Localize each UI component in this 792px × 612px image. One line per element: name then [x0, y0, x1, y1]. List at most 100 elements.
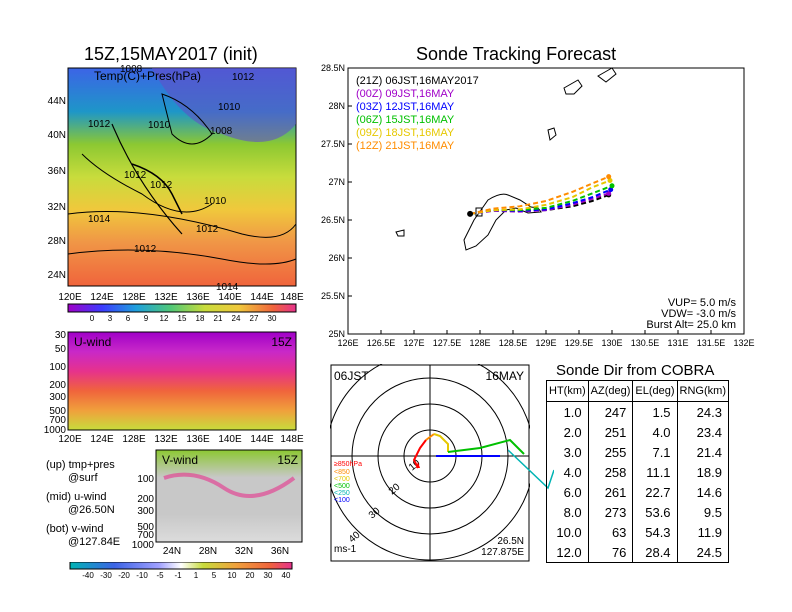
x-tick-label: 126E — [337, 338, 358, 348]
y-tick-label: 28.5N — [321, 63, 345, 73]
svg-text:1014: 1014 — [216, 282, 239, 293]
table-row: 10.0 63 54.3 11.9 — [546, 522, 729, 542]
svg-text:32N: 32N — [48, 202, 66, 213]
track-end-point — [606, 190, 612, 196]
uwind-time: 15Z — [271, 335, 292, 349]
polar-lat: 26.5N — [497, 536, 524, 547]
x-tick-label: 128.5E — [499, 338, 528, 348]
svg-text:136E: 136E — [186, 292, 210, 303]
svg-text:≥850hPa: ≥850hPa — [334, 461, 362, 468]
svg-text:100: 100 — [49, 362, 66, 373]
svg-text:20: 20 — [246, 571, 255, 580]
hodograph — [412, 433, 525, 469]
svg-text:32N: 32N — [235, 546, 253, 557]
svg-text:<100: <100 — [334, 497, 350, 504]
track-end-point — [609, 183, 615, 189]
svg-text:40N: 40N — [48, 130, 66, 141]
header-rng: RNG(km) — [677, 380, 729, 402]
svg-text:500: 500 — [137, 522, 154, 533]
svg-text:1010: 1010 — [218, 102, 241, 113]
track-end-point — [607, 177, 613, 183]
map-lat-ticks: 44N 40N 36N 32N 28N 24N — [48, 96, 66, 281]
svg-text:200: 200 — [49, 380, 66, 391]
temp-colorbar-labels: 0 3 6 9 12 15 18 21 24 27 30 — [90, 314, 277, 322]
table-row: 1.0 247 1.5 24.3 — [546, 401, 729, 422]
svg-text:24N: 24N — [163, 546, 181, 557]
legend-entry-03z: (03Z) 12JST,16MAY — [356, 101, 455, 113]
svg-text:148E: 148E — [280, 434, 304, 445]
svg-text:30: 30 — [268, 314, 277, 322]
svg-text:132E: 132E — [154, 292, 178, 303]
tracking-chart: 126E 126.5E 127E 127.5E 128E 128.5E 129E 129.5E… — [321, 63, 755, 348]
svg-text:21: 21 — [214, 314, 223, 322]
svg-text:1008: 1008 — [120, 64, 143, 75]
svg-text:124E: 124E — [90, 292, 114, 303]
tracking-plot-frame — [347, 67, 745, 335]
table-row: 8.0 273 53.6 9.5 — [546, 502, 729, 522]
svg-text:24: 24 — [232, 314, 241, 322]
svg-text:300: 300 — [49, 392, 66, 403]
y-tick-label: 26.5N — [321, 215, 345, 225]
level-legend: ≥850hPa <850 <700 <500 <250 <100 — [334, 461, 362, 504]
vwind-time: 15Z — [277, 453, 298, 467]
table-row: 6.0 261 22.7 14.6 — [546, 482, 729, 502]
svg-text:140E: 140E — [218, 292, 242, 303]
svg-text:144E: 144E — [250, 434, 274, 445]
map-label: Temp(C)+Pres(hPa) — [94, 69, 201, 83]
y-tick-label: 25N — [328, 329, 345, 339]
panel-legend: (up) tmp+pres @surf (mid) u-wind @26.50N… — [46, 459, 121, 548]
y-tick-label: 27N — [328, 177, 345, 187]
track-end-point — [608, 187, 614, 193]
sonde-dir-title: Sonde Dir from COBRA — [556, 362, 715, 379]
x-tick-label: 127.5E — [433, 338, 462, 348]
svg-text:5: 5 — [212, 571, 217, 580]
svg-text:144E: 144E — [250, 292, 274, 303]
svg-text:300: 300 — [137, 506, 154, 517]
burst-note: Burst Alt= 25.0 km — [646, 319, 736, 331]
start-marker — [416, 462, 420, 468]
svg-text:-40: -40 — [82, 571, 94, 580]
legend-entry-06z: (06Z) 15JST,16MAY — [356, 114, 455, 126]
svg-text:700: 700 — [49, 415, 66, 426]
x-tick-label: 129E — [535, 338, 556, 348]
svg-text:1012: 1012 — [134, 244, 157, 255]
svg-text:132E: 132E — [154, 434, 178, 445]
surface-map: Temp(C)+Pres(hPa) 44N 40N 36N 32N 28N 24… — [48, 64, 304, 322]
svg-text:36N: 36N — [271, 546, 289, 557]
y-tick-label: 25.5N — [321, 291, 345, 301]
table-header: HT(km) AZ(deg) EL(deg) RNG(km) — [546, 380, 729, 402]
track-series-line — [469, 179, 611, 215]
track-end-point — [606, 174, 612, 180]
x-tick-label: 129.5E — [565, 338, 594, 348]
svg-text:30: 30 — [55, 330, 67, 341]
tracking-notes: VUP= 5.0 m/s VDW= -3.0 m/s Burst Alt= 25… — [646, 297, 736, 331]
svg-text:24N: 24N — [48, 270, 66, 281]
x-tick-label: 128E — [469, 338, 490, 348]
table-row: 3.0 255 7.1 21.4 — [546, 442, 729, 462]
tracking-legend: (21Z) 06JST,16MAY2017 (00Z) 09JST,16MAY … — [356, 75, 479, 152]
polar-time: 06JST — [334, 369, 369, 383]
svg-text:28N: 28N — [48, 236, 66, 247]
svg-text:-5: -5 — [156, 571, 164, 580]
polar-unit: ms-1 — [334, 544, 357, 555]
svg-text:50: 50 — [55, 344, 67, 355]
svg-text:500: 500 — [49, 406, 66, 417]
legend-entry-12z: (12Z) 21JST,16MAY — [356, 140, 455, 152]
svg-text:128E: 128E — [122, 292, 146, 303]
legend-entry-09z: (09Z) 18JST,16MAY — [356, 127, 455, 139]
y-tick-label: 27.5N — [321, 139, 345, 149]
tracking-title: Sonde Tracking Forecast — [416, 44, 617, 64]
svg-text:-1: -1 — [174, 571, 182, 580]
svg-text:12: 12 — [160, 314, 169, 322]
svg-text:28N: 28N — [199, 546, 217, 557]
header-az: AZ(deg) — [588, 380, 634, 402]
svg-text:148E: 148E — [280, 292, 304, 303]
pressure-labels: 1008 1012 1012 1010 1008 1010 1012 1012 … — [88, 64, 255, 293]
vwind-p-ticks: 100 200 300 500 700 1000 — [132, 474, 155, 551]
svg-text:1010: 1010 — [204, 196, 227, 207]
svg-text:1008: 1008 — [210, 126, 233, 137]
svg-text:18: 18 — [196, 314, 205, 322]
svg-text:1000: 1000 — [132, 540, 155, 551]
svg-text:1012: 1012 — [124, 170, 147, 181]
uwind-panel: U-wind 15Z 30 50 100 200 300 500 700 100… — [44, 330, 304, 445]
